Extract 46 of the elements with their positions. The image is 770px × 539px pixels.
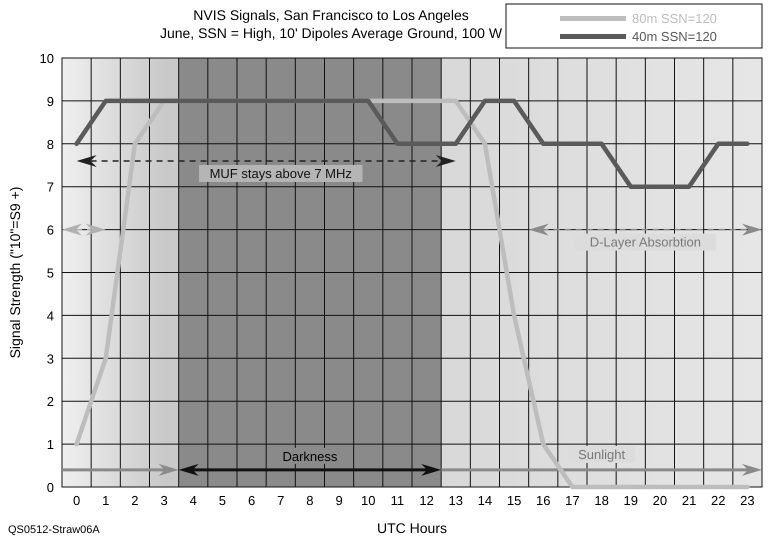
x-tick-label: 12	[419, 493, 434, 508]
annotation: MUF stays above 7 MHz	[210, 166, 352, 181]
x-tick-label: 4	[190, 493, 197, 508]
x-tick-label: 3	[160, 493, 168, 508]
annotation: Sunlight	[578, 446, 626, 462]
y-tick-label: 6	[46, 222, 54, 238]
x-tick-label: 18	[594, 493, 609, 508]
x-tick-label: 7	[277, 493, 284, 508]
y-axis-title: Signal Strength ("10"=S9 +)	[7, 186, 23, 358]
y-tick-label: 8	[46, 136, 54, 152]
y-tick-label: 0	[46, 480, 54, 495]
x-tick-label: 15	[506, 493, 522, 508]
x-tick-label: 10	[361, 493, 376, 508]
x-tick-label: 21	[682, 493, 696, 508]
x-tick-label: 19	[624, 493, 638, 508]
x-tick-label: 13	[448, 493, 463, 508]
text: 40m SSN=120	[632, 29, 717, 44]
y-tick-label: 1	[46, 437, 54, 452]
x-tick-label: 9	[335, 493, 343, 508]
y-tick-label: 9	[46, 94, 54, 109]
x-tick-label: 20	[652, 493, 668, 508]
text: QS0512-Straw06A	[8, 524, 100, 536]
y-tick-label: 7	[46, 180, 54, 195]
x-tick-label: 17	[565, 493, 580, 508]
x-axis-title: UTC Hours	[376, 520, 448, 536]
chart-title: NVIS Signals, San Francisco to Los Angeles	[193, 7, 469, 23]
band-label: Darkness	[282, 448, 338, 464]
x-tick-label: 16	[536, 493, 550, 508]
x-tick-label: 23	[740, 493, 755, 508]
chart-subtitle: June, SSN = High, 10' Dipoles Average Ground, 100 W	[160, 25, 503, 41]
y-tick-label: 10	[40, 51, 54, 66]
y-tick-label: 3	[46, 351, 54, 366]
x-tick-label: 2	[131, 493, 139, 508]
text: 80m SSN=120	[632, 11, 717, 26]
x-tick-label: 1	[102, 493, 110, 508]
x-tick-label: 8	[306, 493, 314, 508]
x-tick-label: 0	[72, 493, 80, 508]
y-tick-label: 4	[46, 308, 54, 324]
annotation: D-Layer Absorbtion	[590, 234, 701, 250]
y-tick-label: 2	[46, 394, 54, 410]
x-tick-label: 6	[248, 493, 256, 508]
x-tick-label: 14	[478, 493, 492, 508]
x-tick-label: 11	[390, 493, 404, 508]
y-tick-label: 5	[46, 266, 54, 280]
x-tick-label: 5	[218, 493, 226, 508]
x-tick-label: 22	[711, 493, 726, 508]
